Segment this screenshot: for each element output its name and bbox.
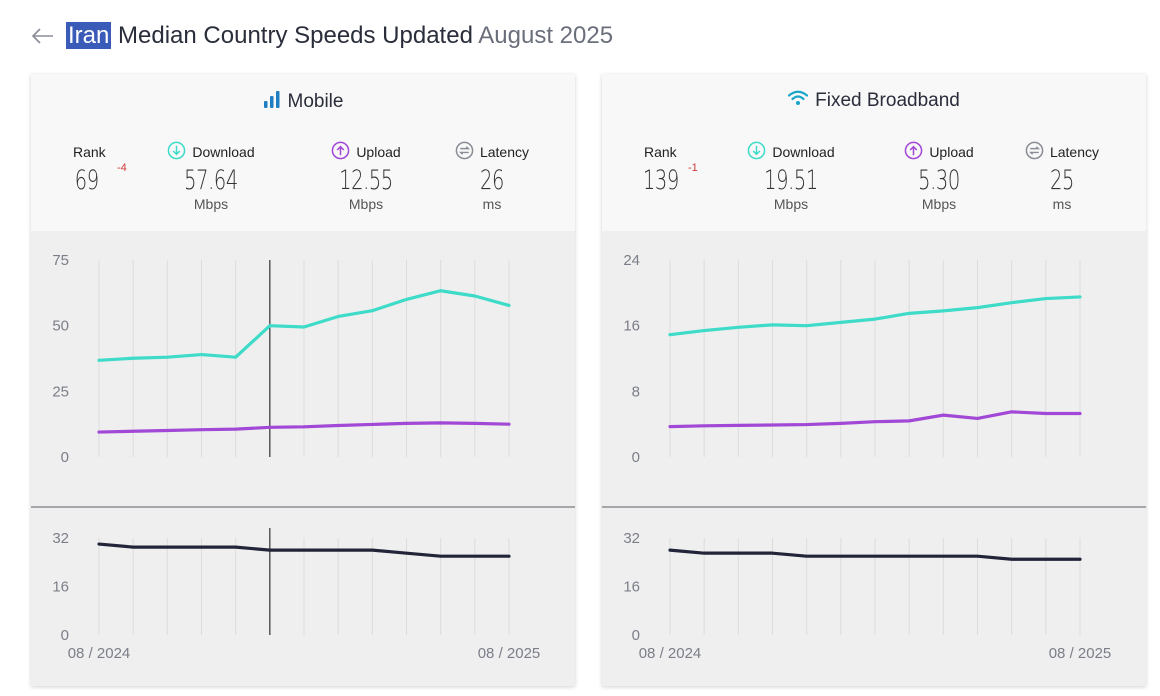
rank-metric: Rank 69 -4 xyxy=(69,142,139,196)
upload-label: Upload xyxy=(929,144,974,160)
download-value: 57.64 xyxy=(184,165,238,196)
rank-change: -4 xyxy=(117,162,127,174)
updated-date: August 2025 xyxy=(478,22,614,49)
latency-series-line xyxy=(668,548,1082,561)
latency-y-tick-label: 32 xyxy=(623,530,640,547)
download-unit: Mbps xyxy=(193,196,229,212)
upload-arrow-icon xyxy=(904,141,923,163)
download-metric: Download 57.64 Mbps xyxy=(146,141,276,212)
latency-metric: Latency 26 ms xyxy=(427,141,557,212)
upload-metric: Upload 5.30 Mbps xyxy=(874,141,1004,212)
rank-metric: Rank 139 -1 xyxy=(640,142,710,196)
download-arrow-icon xyxy=(747,141,766,163)
mobile-panel-title: Mobile xyxy=(31,90,575,114)
download-unit: Mbps xyxy=(773,196,809,212)
mobile-panel: Mobile Rank 69 -4 Download 57.64 Mbps Up… xyxy=(31,74,575,686)
latency-series-line xyxy=(97,542,511,558)
fixed-chart[interactable]: 0 8 16 24 0 16 32 08 / 2024 08 / 2025 xyxy=(602,231,1146,686)
upload-label: Upload xyxy=(356,144,401,160)
title-text: Median Country Speeds Updated xyxy=(118,22,473,49)
latency-icon xyxy=(1025,141,1044,163)
upload-unit: Mbps xyxy=(921,196,957,212)
rank-value: 139 xyxy=(642,165,679,196)
latency-metric: Latency 25 ms xyxy=(997,141,1127,212)
y-tick-label: 0 xyxy=(632,449,640,466)
rank-change: -1 xyxy=(688,162,698,174)
latency-value: 25 xyxy=(1049,165,1075,196)
download-series-line xyxy=(97,289,511,362)
upload-metric: Upload 12.55 Mbps xyxy=(301,141,431,212)
page-header: Iran Median Country Speeds Updated Augus… xyxy=(30,16,613,56)
rank-label: Rank xyxy=(644,144,677,160)
latency-value: 26 xyxy=(479,165,505,196)
latency-unit: ms xyxy=(482,196,502,212)
y-tick-label: 50 xyxy=(52,318,69,335)
fixed-panel: Fixed Broadband Rank 139 -1 Download 19.… xyxy=(602,74,1146,686)
rank-value: 69 xyxy=(74,165,99,196)
latency-y-tick-label: 0 xyxy=(61,627,69,644)
download-arrow-icon xyxy=(167,141,186,163)
wifi-icon xyxy=(788,90,809,112)
y-tick-label: 16 xyxy=(623,318,640,335)
latency-y-tick-label: 32 xyxy=(52,530,69,547)
latency-label: Latency xyxy=(479,144,530,160)
download-series-line xyxy=(668,295,1082,337)
y-tick-label: 8 xyxy=(632,383,640,400)
upload-value: 5.30 xyxy=(918,165,960,196)
latency-icon xyxy=(455,141,474,163)
x-tick-label-start: 08 / 2024 xyxy=(639,645,702,662)
mobile-summary: Mobile Rank 69 -4 Download 57.64 Mbps Up… xyxy=(31,74,575,231)
x-tick-label-end: 08 / 2025 xyxy=(1049,645,1112,662)
upload-series-line xyxy=(97,421,511,434)
signal-bars-icon xyxy=(263,90,281,114)
x-tick-label-end: 08 / 2025 xyxy=(478,645,541,662)
y-tick-label: 0 xyxy=(61,449,69,466)
latency-label: Latency xyxy=(1049,144,1100,160)
upload-series-line xyxy=(668,410,1082,429)
upload-value: 12.55 xyxy=(339,165,393,196)
mobile-title-label: Mobile xyxy=(287,91,344,112)
fixed-summary: Fixed Broadband Rank 139 -1 Download 19.… xyxy=(602,74,1146,231)
latency-y-tick-label: 16 xyxy=(623,579,640,596)
page-title: Iran Median Country Speeds Updated Augus… xyxy=(66,22,613,50)
latency-unit: ms xyxy=(1052,196,1072,212)
download-label: Download xyxy=(192,144,255,160)
fixed-panel-title: Fixed Broadband xyxy=(602,90,1146,112)
download-value: 19.51 xyxy=(764,165,818,196)
fixed-title-label: Fixed Broadband xyxy=(815,90,960,111)
upload-arrow-icon xyxy=(331,141,350,163)
y-tick-label: 25 xyxy=(52,383,69,400)
rank-label: Rank xyxy=(73,144,106,160)
country-name: Iran xyxy=(66,22,112,49)
download-metric: Download 19.51 Mbps xyxy=(726,141,856,212)
y-tick-label: 75 xyxy=(52,252,69,269)
latency-y-tick-label: 16 xyxy=(52,579,69,596)
upload-unit: Mbps xyxy=(348,196,384,212)
back-arrow-icon[interactable] xyxy=(30,23,56,49)
download-label: Download xyxy=(772,144,835,160)
x-tick-label-start: 08 / 2024 xyxy=(68,645,131,662)
y-tick-label: 24 xyxy=(623,252,640,269)
mobile-chart[interactable]: 0 25 50 75 0 16 32 08 / 2024 08 / 2025 xyxy=(31,231,575,686)
latency-y-tick-label: 0 xyxy=(632,627,640,644)
